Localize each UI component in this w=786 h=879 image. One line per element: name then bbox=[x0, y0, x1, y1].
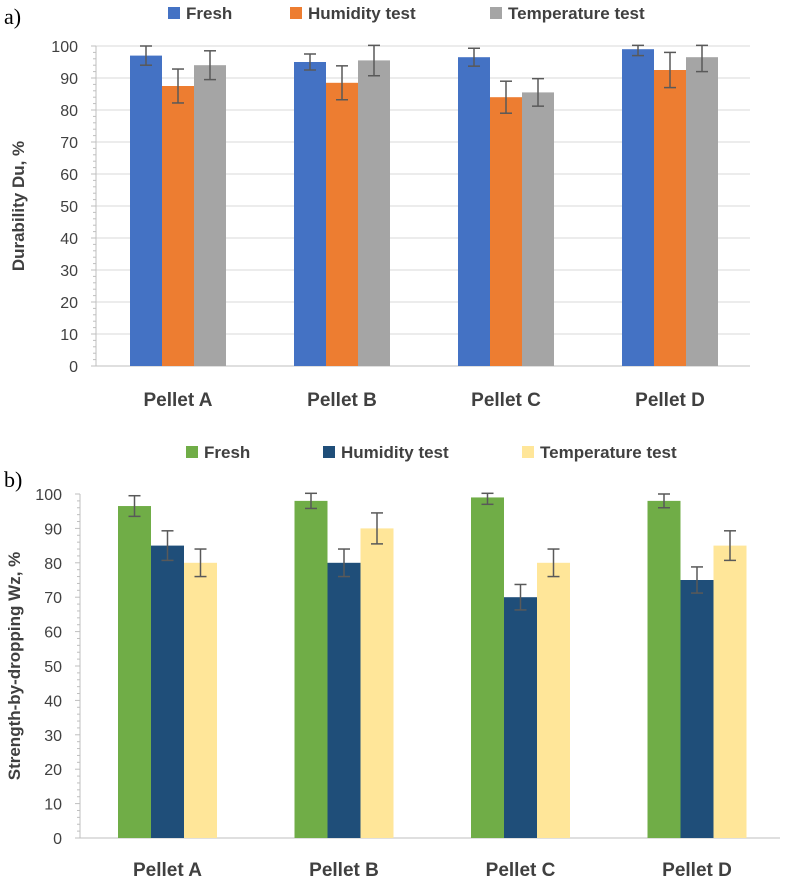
bar-fresh bbox=[294, 62, 326, 366]
category-label: Pellet C bbox=[471, 390, 541, 411]
y-tick-label: 90 bbox=[60, 71, 78, 88]
bar-temperature-test bbox=[360, 528, 394, 838]
y-tick-label: 30 bbox=[44, 728, 62, 745]
y-axis-title: Durability Du, % bbox=[9, 141, 28, 271]
category-label: Pellet D bbox=[662, 860, 732, 879]
category-label: Pellet C bbox=[486, 860, 556, 879]
legend-swatch bbox=[522, 446, 534, 458]
bar-fresh bbox=[471, 497, 504, 838]
bar-temperature-test bbox=[713, 545, 747, 838]
category-label: Pellet B bbox=[307, 390, 377, 411]
y-tick-label: 60 bbox=[60, 167, 78, 184]
bar-temperature-test bbox=[522, 92, 554, 367]
y-tick-label: 70 bbox=[60, 135, 78, 152]
legend-swatch bbox=[168, 7, 180, 19]
y-tick-label: 0 bbox=[53, 831, 62, 848]
bar-humidity-test bbox=[326, 82, 358, 367]
bar-humidity-test bbox=[490, 97, 522, 366]
y-tick-label: 90 bbox=[44, 521, 62, 538]
bar-fresh bbox=[294, 500, 328, 838]
bar-temperature-test bbox=[194, 65, 226, 366]
bar-humidity-test bbox=[654, 70, 686, 366]
category-label: Pellet A bbox=[133, 860, 202, 879]
y-tick-label: 40 bbox=[60, 231, 78, 248]
bar-humidity-test bbox=[327, 562, 361, 838]
y-tick-label: 0 bbox=[69, 359, 78, 376]
legend-swatch bbox=[186, 446, 198, 458]
y-tick-label: 70 bbox=[44, 590, 62, 607]
legend-label: Temperature test bbox=[540, 443, 677, 462]
bar-temperature-test bbox=[537, 562, 570, 838]
bar-temperature-test bbox=[184, 562, 217, 838]
chart-panel-b: b) 0 10 20 30 40 50 60 70 80 90 100 Strength-by-drop… bbox=[4, 443, 780, 879]
y-tick-label: 10 bbox=[44, 797, 62, 814]
y-tick-label: 80 bbox=[60, 103, 78, 120]
y-tick-label: 20 bbox=[60, 295, 78, 312]
legend-label: Humidity test bbox=[341, 443, 449, 462]
category-label: Pellet A bbox=[144, 390, 213, 411]
bar-temperature-test bbox=[686, 57, 718, 366]
panel-label: b) bbox=[4, 467, 22, 492]
bar-fresh bbox=[118, 506, 151, 838]
legend-swatch bbox=[323, 446, 335, 458]
bar-humidity-test bbox=[151, 545, 184, 838]
y-tick-label: 100 bbox=[35, 487, 62, 504]
y-axis-title: Strength-by-dropping Wz, % bbox=[5, 552, 24, 781]
bar-fresh bbox=[622, 49, 654, 366]
category-label: Pellet B bbox=[309, 860, 379, 879]
bar-fresh bbox=[458, 57, 490, 366]
y-tick-label: 80 bbox=[44, 556, 62, 573]
legend-swatch bbox=[490, 7, 502, 19]
bar-fresh bbox=[130, 55, 162, 366]
legend-label: Fresh bbox=[204, 443, 250, 462]
y-tick-label: 100 bbox=[51, 39, 78, 56]
bar-humidity-test bbox=[504, 597, 537, 838]
y-tick-label: 10 bbox=[60, 327, 78, 344]
chart-panel-a: a) 0 10 20 30 40 50 60 70 80 90 100 Durability Du, %… bbox=[4, 4, 750, 411]
legend-label: Fresh bbox=[186, 4, 232, 23]
bar-humidity-test bbox=[162, 86, 194, 366]
y-tick-label: 30 bbox=[60, 263, 78, 280]
bar-humidity-test bbox=[680, 580, 714, 838]
y-tick-label: 20 bbox=[44, 762, 62, 779]
category-label: Pellet D bbox=[635, 390, 705, 411]
y-tick-label: 50 bbox=[60, 199, 78, 216]
y-tick-label: 50 bbox=[44, 659, 62, 676]
panel-label: a) bbox=[4, 4, 21, 29]
bar-fresh bbox=[647, 500, 681, 838]
legend-swatch bbox=[290, 7, 302, 19]
legend-label: Temperature test bbox=[508, 4, 645, 23]
bar-temperature-test bbox=[358, 60, 390, 367]
y-tick-label: 60 bbox=[44, 625, 62, 642]
legend-label: Humidity test bbox=[308, 4, 416, 23]
y-tick-label: 40 bbox=[44, 693, 62, 710]
